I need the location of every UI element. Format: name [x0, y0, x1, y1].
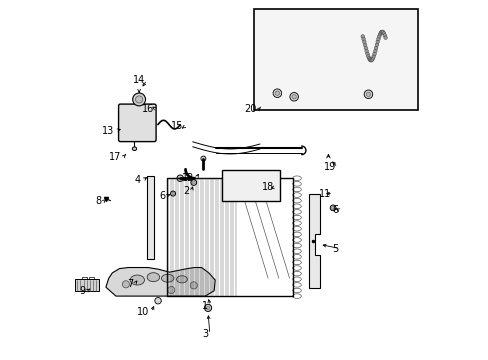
Circle shape [366, 57, 370, 60]
Text: 1: 1 [202, 301, 207, 311]
FancyBboxPatch shape [118, 104, 156, 141]
Circle shape [155, 297, 161, 304]
Bar [222, 170, 279, 201]
Circle shape [190, 282, 197, 289]
Circle shape [370, 57, 374, 60]
Text: 18: 18 [261, 182, 273, 192]
Circle shape [371, 54, 375, 58]
Circle shape [366, 54, 369, 58]
Ellipse shape [132, 147, 136, 150]
Circle shape [201, 156, 205, 161]
Circle shape [135, 96, 142, 103]
Text: 11: 11 [318, 189, 331, 199]
Circle shape [275, 91, 279, 95]
Circle shape [204, 304, 211, 311]
Text: 10: 10 [137, 307, 149, 317]
Ellipse shape [242, 177, 253, 197]
Circle shape [366, 92, 370, 96]
Circle shape [192, 181, 195, 184]
Circle shape [360, 35, 364, 38]
Text: 13: 13 [102, 126, 114, 136]
Circle shape [122, 281, 129, 288]
Bar [254, 9, 417, 111]
Text: 19: 19 [323, 162, 335, 172]
Circle shape [378, 32, 381, 36]
Text: 7: 7 [126, 279, 133, 289]
Ellipse shape [147, 273, 160, 282]
Circle shape [380, 30, 384, 33]
Text: 3: 3 [202, 329, 207, 339]
Circle shape [372, 52, 376, 55]
Text: 14: 14 [133, 75, 145, 85]
Ellipse shape [245, 181, 250, 193]
Circle shape [377, 35, 380, 38]
Circle shape [383, 36, 386, 40]
Circle shape [374, 43, 378, 46]
Circle shape [331, 206, 334, 209]
Circle shape [382, 32, 385, 35]
Text: 6: 6 [159, 191, 165, 201]
Ellipse shape [161, 274, 174, 282]
Circle shape [381, 31, 384, 34]
Circle shape [329, 205, 335, 211]
Circle shape [379, 30, 383, 34]
Polygon shape [227, 178, 236, 197]
Circle shape [363, 43, 366, 47]
Circle shape [177, 175, 183, 181]
Circle shape [367, 58, 371, 61]
Circle shape [382, 33, 386, 37]
Text: 17: 17 [109, 152, 122, 162]
Circle shape [291, 95, 296, 99]
Circle shape [373, 49, 376, 53]
Ellipse shape [259, 178, 270, 196]
Text: 12: 12 [182, 173, 194, 183]
Circle shape [170, 191, 175, 196]
Text: 5: 5 [331, 244, 337, 253]
Circle shape [190, 180, 196, 185]
Text: 20: 20 [244, 104, 257, 114]
Circle shape [376, 37, 380, 41]
Polygon shape [106, 267, 215, 296]
Text: 15: 15 [170, 121, 183, 131]
Circle shape [364, 46, 367, 50]
Circle shape [167, 287, 175, 294]
Circle shape [206, 306, 209, 310]
Circle shape [369, 58, 373, 61]
Circle shape [289, 93, 298, 101]
Circle shape [362, 40, 366, 44]
FancyBboxPatch shape [261, 178, 275, 195]
Ellipse shape [130, 275, 144, 285]
Circle shape [132, 93, 145, 106]
Circle shape [368, 58, 372, 62]
Text: 16: 16 [142, 104, 154, 114]
Circle shape [364, 49, 368, 53]
Circle shape [369, 58, 372, 62]
Polygon shape [75, 279, 99, 292]
Text: 6: 6 [331, 205, 337, 215]
Text: 9: 9 [79, 286, 85, 296]
Circle shape [374, 46, 377, 50]
Circle shape [171, 192, 174, 195]
Circle shape [364, 90, 372, 99]
Text: 2: 2 [183, 186, 189, 197]
Circle shape [375, 40, 379, 44]
Circle shape [365, 52, 368, 56]
Circle shape [361, 37, 365, 41]
Circle shape [378, 31, 382, 35]
Ellipse shape [176, 276, 187, 283]
Polygon shape [147, 176, 154, 259]
Circle shape [272, 89, 281, 98]
Text: 8: 8 [95, 197, 102, 206]
Polygon shape [308, 194, 319, 288]
Text: 4: 4 [135, 175, 141, 185]
